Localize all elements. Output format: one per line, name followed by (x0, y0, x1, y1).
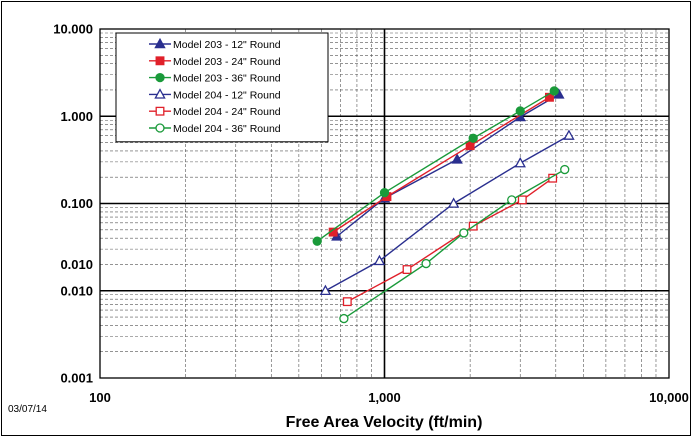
legend-marker (154, 37, 166, 49)
legend-marker (155, 123, 165, 133)
data-point (515, 106, 525, 116)
y-tick-label: 0.010 (60, 283, 93, 298)
legend-item: Model 203 - 36" Round (149, 73, 281, 85)
x-axis-ticks: 100 1,000 10,000 (89, 390, 689, 405)
legend-item: Model 204 - 12" Round (149, 88, 281, 101)
x-tick-label: 1,000 (368, 390, 401, 405)
data-point (563, 129, 575, 140)
legend-marker (155, 72, 165, 83)
series-6 (339, 164, 570, 324)
data-point (465, 141, 475, 151)
data-point (451, 153, 463, 164)
y-axis-ticks: 10.000 1.000 0.100 0.010 0.010 0.001 (53, 22, 93, 386)
legend-marker (155, 106, 165, 116)
plot-border (99, 28, 670, 379)
legend-box (115, 32, 329, 143)
data-point (549, 86, 559, 96)
legend: Model 203 - 12" Round Model 203 - 24" Rou… (115, 32, 329, 143)
y-tick-label: 10.000 (53, 22, 93, 37)
legend-label: Model 204 - 24" Round (173, 106, 281, 118)
legend-label: Model 204 - 36" Round (173, 123, 281, 135)
series-3 (312, 86, 559, 246)
data-point (373, 254, 386, 266)
data-point (342, 297, 352, 307)
legend-marker (154, 88, 166, 99)
data-point (402, 265, 412, 274)
date-stamp: 03/07/14 (8, 404, 47, 415)
legend-label: Model 203 - 36" Round (173, 73, 281, 85)
legend-label: Model 203 - 12" Round (173, 39, 281, 51)
data-point (312, 236, 322, 246)
data-point (339, 313, 349, 324)
legend-item: Model 203 - 12" Round (149, 37, 281, 51)
data-point (507, 195, 517, 205)
data-point (459, 228, 469, 238)
legend-item: Model 204 - 24" Round (149, 106, 281, 118)
y-tick-label: 0.100 (60, 196, 93, 211)
legend-label: Model 203 - 24" Round (173, 56, 281, 68)
data-point (379, 188, 390, 198)
series-layer (312, 86, 575, 324)
data-point (468, 133, 478, 143)
y-tick-label: 0.001 (60, 371, 93, 386)
y-tick-label: 1.000 (60, 109, 93, 124)
series-line (332, 96, 550, 233)
data-point (517, 195, 527, 205)
legend-label: Model 204 - 12" Round (173, 89, 281, 101)
legend-item: Model 203 - 24" Round (149, 56, 281, 68)
x-axis-label: Free Area Velocity (ft/min) (286, 414, 483, 431)
data-point (421, 258, 431, 269)
legend-marker (155, 56, 165, 66)
data-point (560, 164, 570, 175)
x-tick-label: 10,000 (649, 390, 689, 405)
series-4 (319, 129, 575, 296)
data-point (319, 284, 332, 296)
legend-item: Model 204 - 36" Round (149, 123, 281, 135)
x-tick-label: 100 (89, 390, 111, 405)
data-point (514, 157, 526, 168)
data-point (447, 197, 460, 208)
y-tick-label: 0.010 (60, 257, 93, 272)
